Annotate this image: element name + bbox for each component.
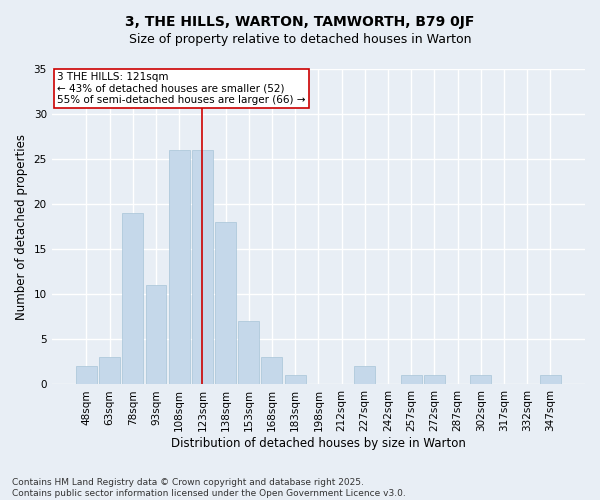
Bar (215, 222, 236, 384)
Bar (99, 358, 120, 384)
Text: Size of property relative to detached houses in Warton: Size of property relative to detached ho… (129, 32, 471, 46)
Text: Contains HM Land Registry data © Crown copyright and database right 2025.
Contai: Contains HM Land Registry data © Crown c… (12, 478, 406, 498)
Bar (540, 376, 561, 384)
Bar (354, 366, 375, 384)
Bar (238, 322, 259, 384)
Y-axis label: Number of detached properties: Number of detached properties (15, 134, 28, 320)
Bar (146, 286, 166, 384)
Text: 3 THE HILLS: 121sqm
← 43% of detached houses are smaller (52)
55% of semi-detach: 3 THE HILLS: 121sqm ← 43% of detached ho… (57, 72, 305, 106)
Bar (76, 366, 97, 384)
X-axis label: Distribution of detached houses by size in Warton: Distribution of detached houses by size … (171, 437, 466, 450)
Bar (262, 358, 283, 384)
Bar (424, 376, 445, 384)
Bar (284, 376, 305, 384)
Bar (470, 376, 491, 384)
Bar (122, 213, 143, 384)
Bar (169, 150, 190, 384)
Text: 3, THE HILLS, WARTON, TAMWORTH, B79 0JF: 3, THE HILLS, WARTON, TAMWORTH, B79 0JF (125, 15, 475, 29)
Bar (192, 150, 213, 384)
Bar (401, 376, 422, 384)
